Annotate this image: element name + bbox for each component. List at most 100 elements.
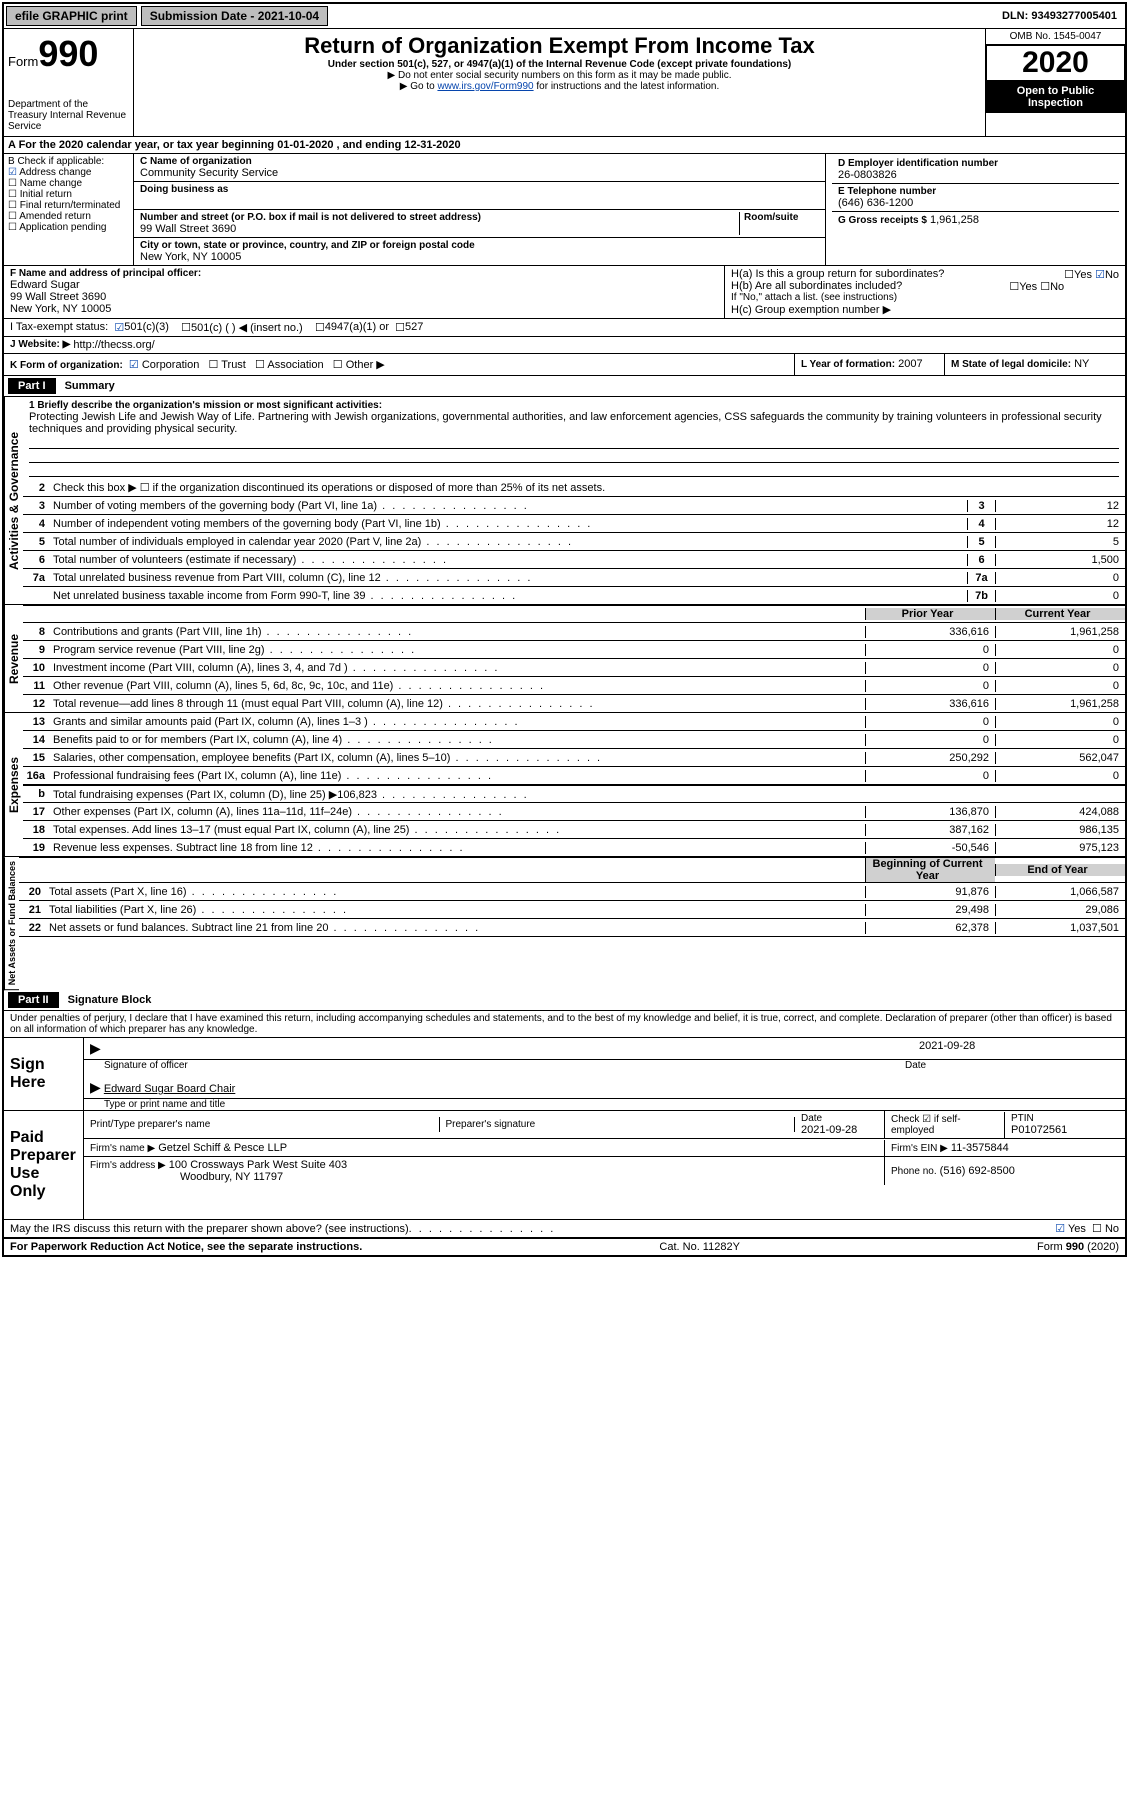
vlabel-expenses: Expenses [4, 713, 23, 857]
ha-yes[interactable]: Yes [1074, 269, 1092, 281]
col-k: K Form of organization: ☑ Corporation ☐ … [4, 354, 795, 375]
line-text: Number of voting members of the governin… [49, 499, 967, 513]
k-other[interactable]: Other ▶ [346, 359, 385, 371]
prep-date: 2021-09-28 [801, 1124, 878, 1136]
current-value: 1,066,587 [995, 886, 1125, 898]
self-emp-label: Check ☑ if self-employed [891, 1114, 961, 1136]
current-value: 986,135 [995, 824, 1125, 836]
firm-ein: 11-3575844 [951, 1142, 1009, 1154]
b-address-change[interactable]: ☑ Address change [8, 167, 129, 178]
hb-yes[interactable]: Yes [1019, 281, 1037, 293]
i-527[interactable]: 527 [405, 321, 423, 334]
vlabel-revenue: Revenue [4, 605, 23, 713]
b-opt-0: Address change [19, 167, 91, 178]
b-opt-1: Name change [20, 178, 82, 189]
part2-header: Part II Signature Block [4, 990, 1125, 1011]
section-j: J Website: ▶ http://thecss.org/ [4, 337, 1125, 354]
ptin: P01072561 [1011, 1124, 1119, 1136]
l2-text: Check this box ▶ ☐ if the organization d… [49, 480, 1125, 495]
note-pre: ▶ Go to [400, 81, 438, 92]
discuss-label: May the IRS discuss this return with the… [10, 1223, 409, 1235]
k-corp[interactable]: Corporation [142, 359, 199, 371]
b-amended[interactable]: ☐ Amended return [8, 211, 129, 222]
part1-netassets: Net Assets or Fund Balances Beginning of… [4, 857, 1125, 990]
omb: OMB No. 1545-0047 [986, 29, 1125, 45]
b-label: B Check if applicable: [8, 156, 129, 167]
i-501c[interactable]: 501(c) ( ) ◀ (insert no.) [191, 321, 303, 334]
i-4947[interactable]: 4947(a)(1) or [325, 321, 389, 334]
c-city-label: City or town, state or province, country… [140, 240, 819, 251]
k-trust[interactable]: Trust [221, 359, 246, 371]
line-text: Net assets or fund balances. Subtract li… [45, 921, 865, 935]
firm-name-label: Firm's name ▶ [90, 1143, 155, 1154]
ptin-label: PTIN [1011, 1113, 1119, 1124]
firm-addr-label: Firm's address ▶ [90, 1160, 166, 1171]
line-value: 5 [995, 536, 1125, 548]
e-label: E Telephone number [838, 186, 1113, 197]
prior-value: 336,616 [865, 698, 995, 710]
footer-left: For Paperwork Reduction Act Notice, see … [10, 1241, 362, 1253]
prior-value: 62,378 [865, 922, 995, 934]
b-opt-4: Amended return [19, 211, 91, 222]
officer-addr1: 99 Wall Street 3690 [10, 291, 718, 303]
d-label: D Employer identification number [838, 158, 1113, 169]
part2-title: Signature Block [62, 992, 158, 1008]
line-text: Contributions and grants (Part VIII, lin… [49, 625, 865, 639]
b-opt-5: Application pending [19, 222, 106, 233]
note-ssn: ▶ Do not enter social security numbers o… [138, 70, 981, 81]
line-text: Professional fundraising fees (Part IX, … [49, 769, 865, 783]
sig-officer-label: Signature of officer [104, 1060, 188, 1071]
firm-name: Getzel Schiff & Pesce LLP [158, 1142, 287, 1154]
line-text: Total fundraising expenses (Part IX, col… [49, 787, 865, 802]
officer-addr2: New York, NY 10005 [10, 303, 718, 315]
discuss-row: May the IRS discuss this return with the… [4, 1220, 1125, 1239]
line-text: Other expenses (Part IX, column (A), lin… [49, 805, 865, 819]
col-b: B Check if applicable: ☑ Address change … [4, 154, 134, 265]
org-city: New York, NY 10005 [140, 251, 819, 263]
tax-year: 2020 [986, 45, 1125, 81]
arrow-icon: ▶ [90, 1040, 101, 1057]
line-text: Revenue less expenses. Subtract line 18 … [49, 841, 865, 855]
footer-mid: Cat. No. 11282Y [659, 1241, 740, 1253]
c-name-label: C Name of organization [140, 156, 819, 167]
section-i: I Tax-exempt status: ☑ 501(c)(3) ☐ 501(c… [4, 319, 1125, 337]
website[interactable]: http://thecss.org/ [73, 339, 154, 351]
b-opt-3: Final return/terminated [20, 200, 121, 211]
sig-date-label: Date [905, 1060, 1105, 1071]
part1-expenses: Expenses 13Grants and similar amounts pa… [4, 713, 1125, 857]
k-label: K Form of organization: [10, 360, 123, 371]
line-value: 1,500 [995, 554, 1125, 566]
line-value: 12 [995, 500, 1125, 512]
hc-label: H(c) Group exemption number ▶ [731, 303, 1119, 316]
gross-receipts: 1,961,258 [930, 214, 979, 226]
discuss-yes[interactable]: Yes [1068, 1223, 1086, 1235]
ha-label: H(a) Is this a group return for subordin… [731, 268, 944, 280]
efile-print-button[interactable]: efile GRAPHIC print [6, 6, 137, 26]
irs-link[interactable]: www.irs.gov/Form990 [437, 81, 533, 92]
note-link: ▶ Go to www.irs.gov/Form990 for instruct… [138, 81, 981, 92]
b-initial-return[interactable]: ☐ Initial return [8, 189, 129, 200]
b-pending[interactable]: ☐ Application pending [8, 222, 129, 233]
ha-no[interactable]: No [1105, 269, 1119, 281]
self-employed[interactable]: Check ☑ if self-employed [885, 1112, 1005, 1138]
discuss-no[interactable]: No [1105, 1223, 1119, 1235]
line-text: Total unrelated business revenue from Pa… [49, 571, 967, 585]
k-assoc[interactable]: Association [267, 359, 323, 371]
line-text: Other revenue (Part VIII, column (A), li… [49, 679, 865, 693]
open-inspection: Open to Public Inspection [986, 81, 1125, 113]
hb-no[interactable]: No [1050, 281, 1064, 293]
current-value: 424,088 [995, 806, 1125, 818]
b-final-return[interactable]: ☐ Final return/terminated [8, 200, 129, 211]
prep-date-label: Date [801, 1113, 878, 1124]
section-bcd: B Check if applicable: ☑ Address change … [4, 154, 1125, 266]
b-name-change[interactable]: ☐ Name change [8, 178, 129, 189]
prior-value: 0 [865, 644, 995, 656]
i-501c3[interactable]: 501(c)(3) [124, 321, 169, 334]
col-c: C Name of organization Community Securit… [134, 154, 825, 265]
officer-name: Edward Sugar [10, 279, 718, 291]
col-f: F Name and address of principal officer:… [4, 266, 725, 318]
c-dba-label: Doing business as [140, 184, 819, 195]
j-label: J Website: ▶ [10, 339, 70, 351]
current-value: 1,037,501 [995, 922, 1125, 934]
submission-date: Submission Date - 2021-10-04 [141, 6, 328, 26]
